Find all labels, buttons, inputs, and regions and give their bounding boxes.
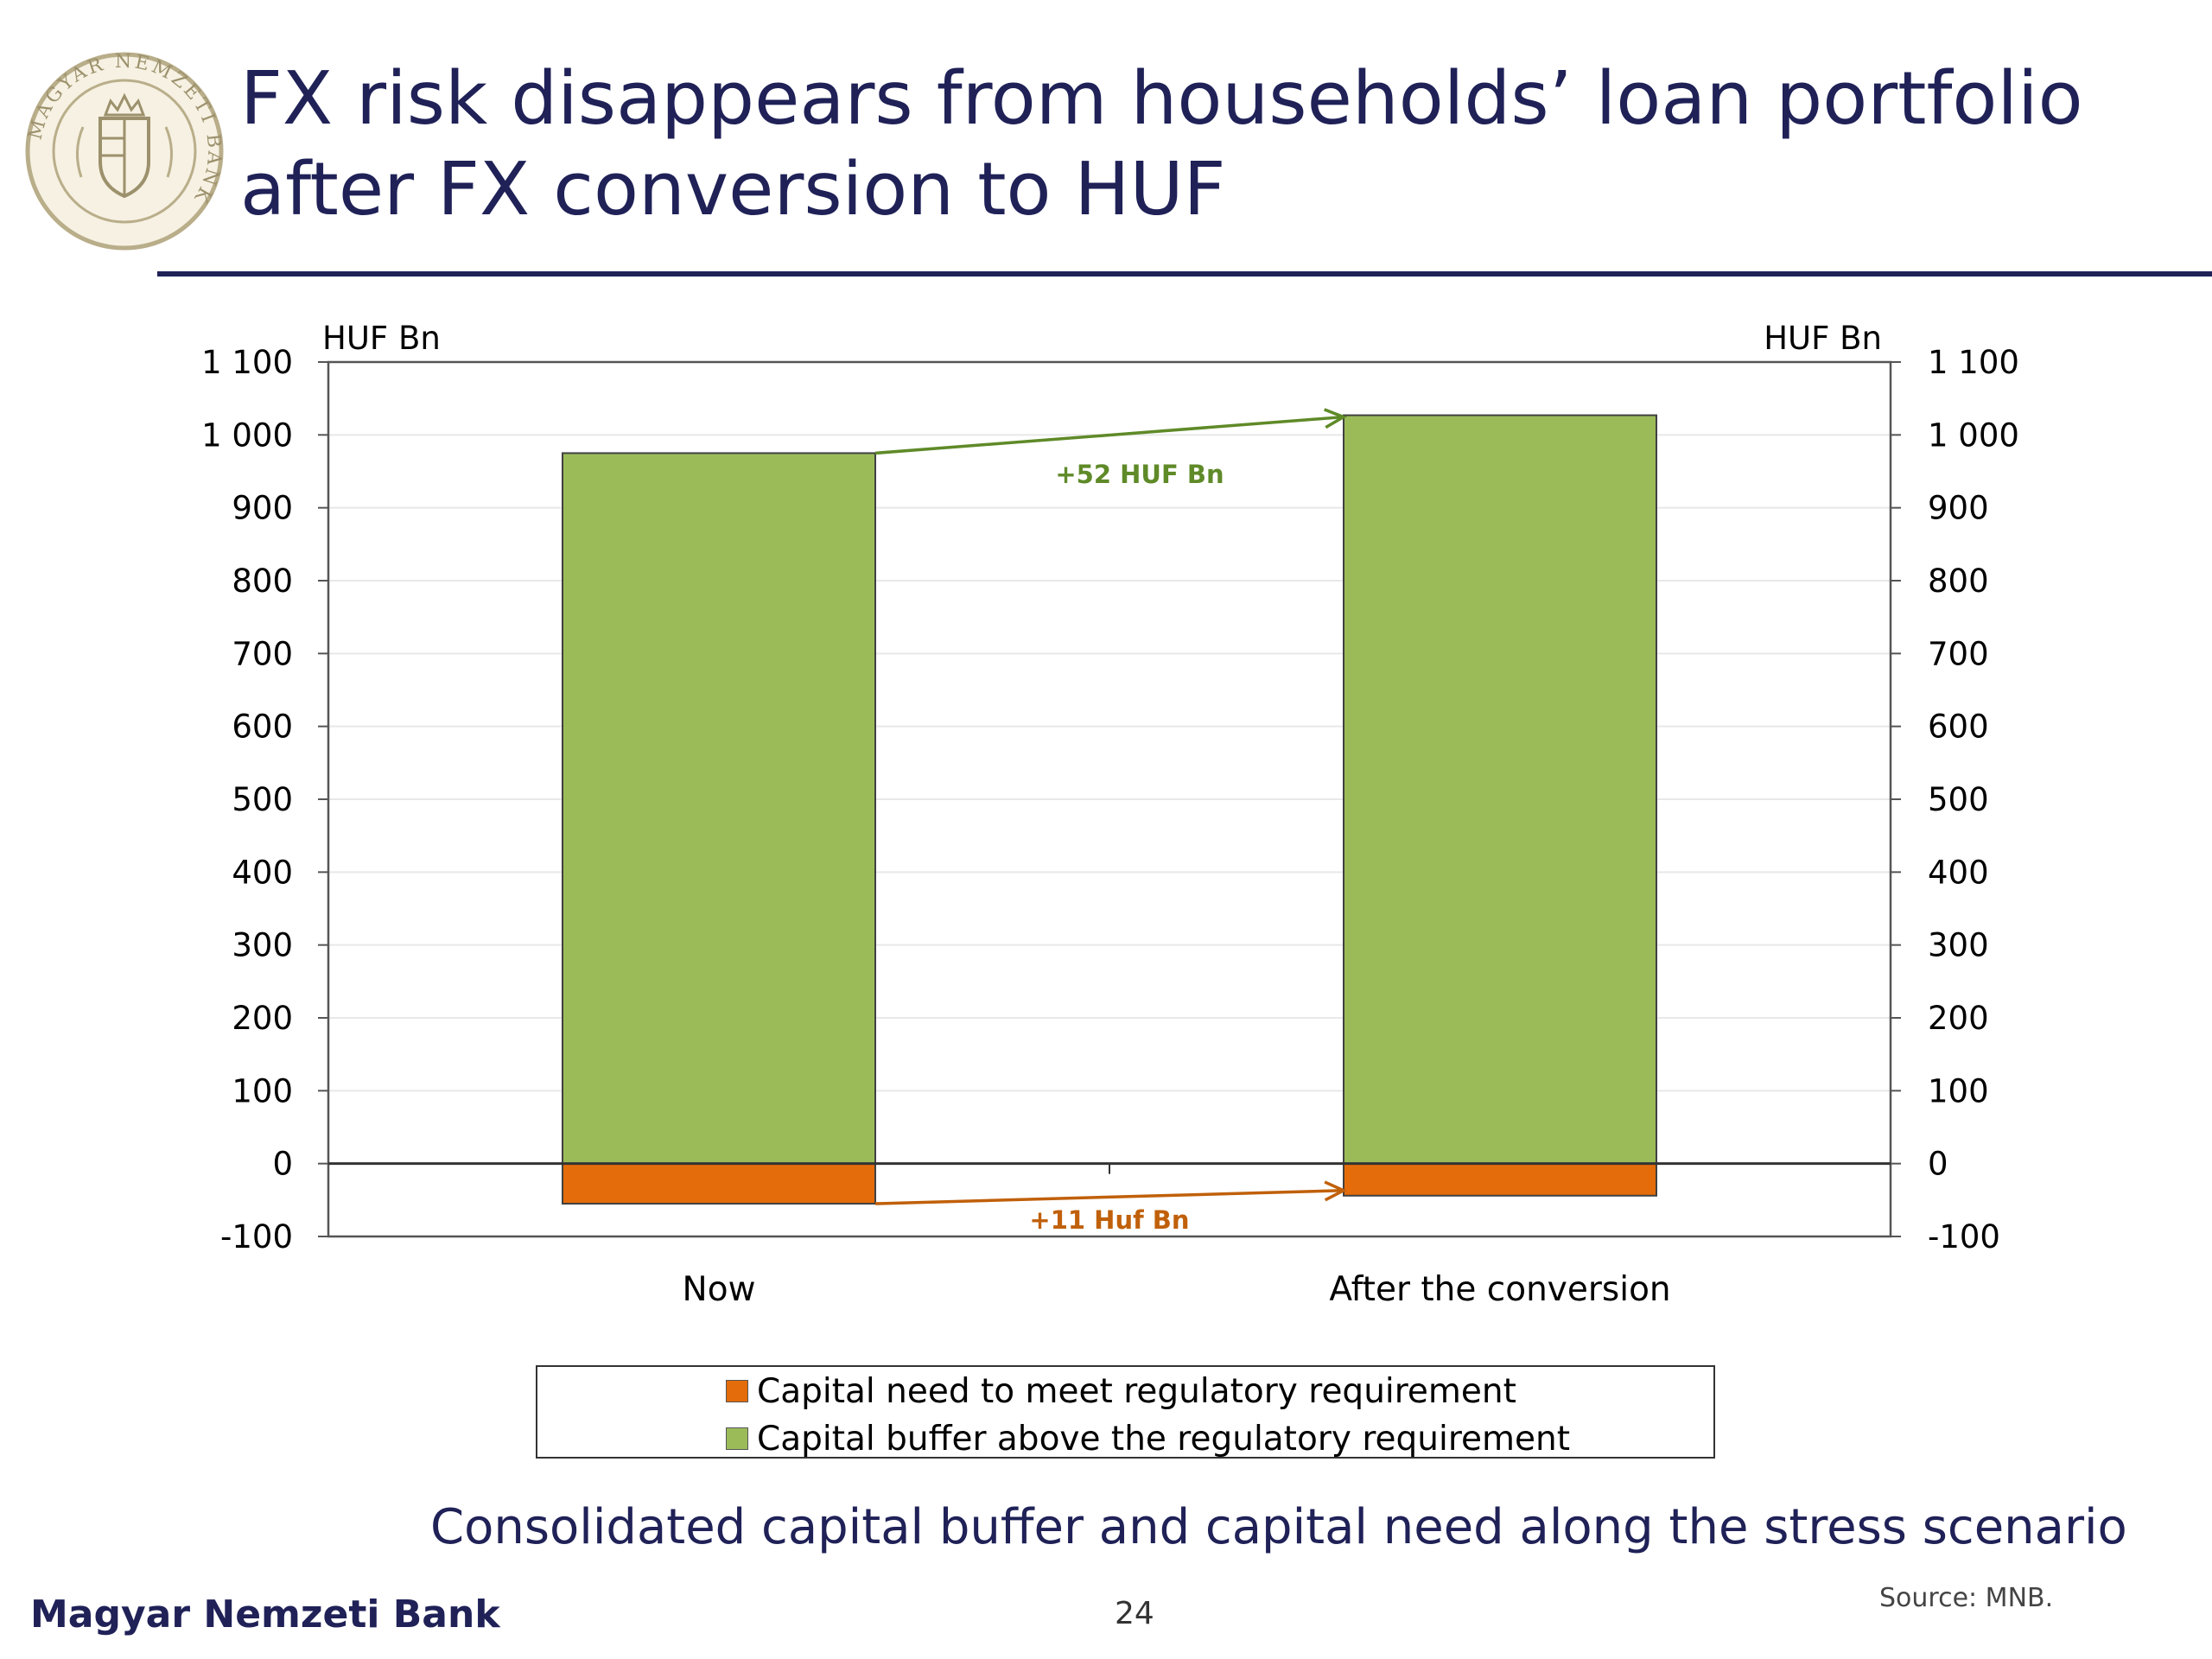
- legend-label-capital-need: Capital need to meet regulatory requirem…: [757, 1372, 1516, 1411]
- buffer-change-annotation: +52 HUF Bn: [1055, 460, 1224, 489]
- right-tick-label: 600: [1928, 709, 1989, 746]
- left-tick-label: 1 100: [201, 344, 293, 381]
- right-tick-label: 900: [1928, 490, 1989, 527]
- buffer-change-arrow: [874, 415, 1344, 455]
- legend-item-capital-buffer: Capital buffer above the regulatory requ…: [726, 1420, 1570, 1459]
- bar-capital-buffer: [562, 452, 876, 1165]
- legend-swatch-buffer: [726, 1427, 748, 1450]
- need-change-arrow: [874, 1189, 1344, 1205]
- right-tick-label: 400: [1928, 854, 1989, 891]
- left-tick-label: 0: [272, 1146, 293, 1183]
- left-axis-unit: HUF Bn: [322, 320, 441, 357]
- right-tick-label: 300: [1928, 927, 1989, 964]
- bar-capital-need: [562, 1162, 876, 1205]
- right-tick-label: 1 100: [1928, 344, 2019, 381]
- left-tick-label: 300: [232, 927, 293, 964]
- page-number: 24: [1115, 1596, 1154, 1631]
- right-tick-label: 0: [1928, 1146, 1948, 1183]
- right-tick-label: 1 000: [1928, 416, 2019, 454]
- left-tick-label: 1 000: [201, 416, 293, 454]
- title-divider: [157, 271, 2212, 276]
- right-tick-label: 500: [1928, 781, 1989, 818]
- right-tick-label: 100: [1928, 1072, 1989, 1109]
- slide-title-line-2: after FX conversion to HUF: [240, 147, 1226, 232]
- legend-label-capital-buffer: Capital buffer above the regulatory requ…: [757, 1420, 1570, 1459]
- chart-caption: Consolidated capital buffer and capital …: [430, 1499, 2127, 1555]
- need-change-arrow-head: [1324, 1180, 1348, 1202]
- left-tick-label: 800: [232, 563, 293, 600]
- left-tick-label: 500: [232, 781, 293, 818]
- slide-title-line-1: FX risk disappears from households’ loan…: [240, 56, 2083, 142]
- left-tick-label: -100: [220, 1218, 293, 1255]
- bar-capital-need: [1343, 1162, 1657, 1197]
- buffer-change-arrow-head: [1324, 408, 1348, 429]
- legend-swatch-need: [726, 1379, 748, 1402]
- left-tick-label: 600: [232, 709, 293, 746]
- right-tick-label: 800: [1928, 563, 1989, 600]
- slide-title: FX risk disappears from households’ loan…: [240, 54, 2141, 235]
- right-tick-label: -100: [1928, 1218, 2000, 1255]
- left-tick-label: 200: [232, 1000, 293, 1037]
- left-tick-label: 100: [232, 1072, 293, 1109]
- need-change-annotation: +11 Huf Bn: [1029, 1205, 1189, 1235]
- bar-capital-buffer: [1343, 414, 1657, 1165]
- right-tick-label: 700: [1928, 635, 1989, 672]
- chart-legend: Capital need to meet regulatory requirem…: [536, 1365, 1715, 1459]
- mnb-logo-seal-icon: MAGYAR NEMZETI BANK: [25, 51, 224, 251]
- bank-name: Magyar Nemzeti Bank: [30, 1592, 500, 1637]
- right-axis-unit: HUF Bn: [1764, 320, 1882, 357]
- category-label: After the conversion: [1329, 1270, 1670, 1309]
- source-note: Source: MNB.: [1879, 1583, 2054, 1613]
- left-tick-label: 700: [232, 635, 293, 672]
- right-tick-label: 200: [1928, 1000, 1989, 1037]
- category-label: Now: [683, 1270, 756, 1309]
- legend-item-capital-need: Capital need to meet regulatory requirem…: [726, 1372, 1516, 1411]
- left-tick-label: 900: [232, 490, 293, 527]
- left-tick-label: 400: [232, 854, 293, 891]
